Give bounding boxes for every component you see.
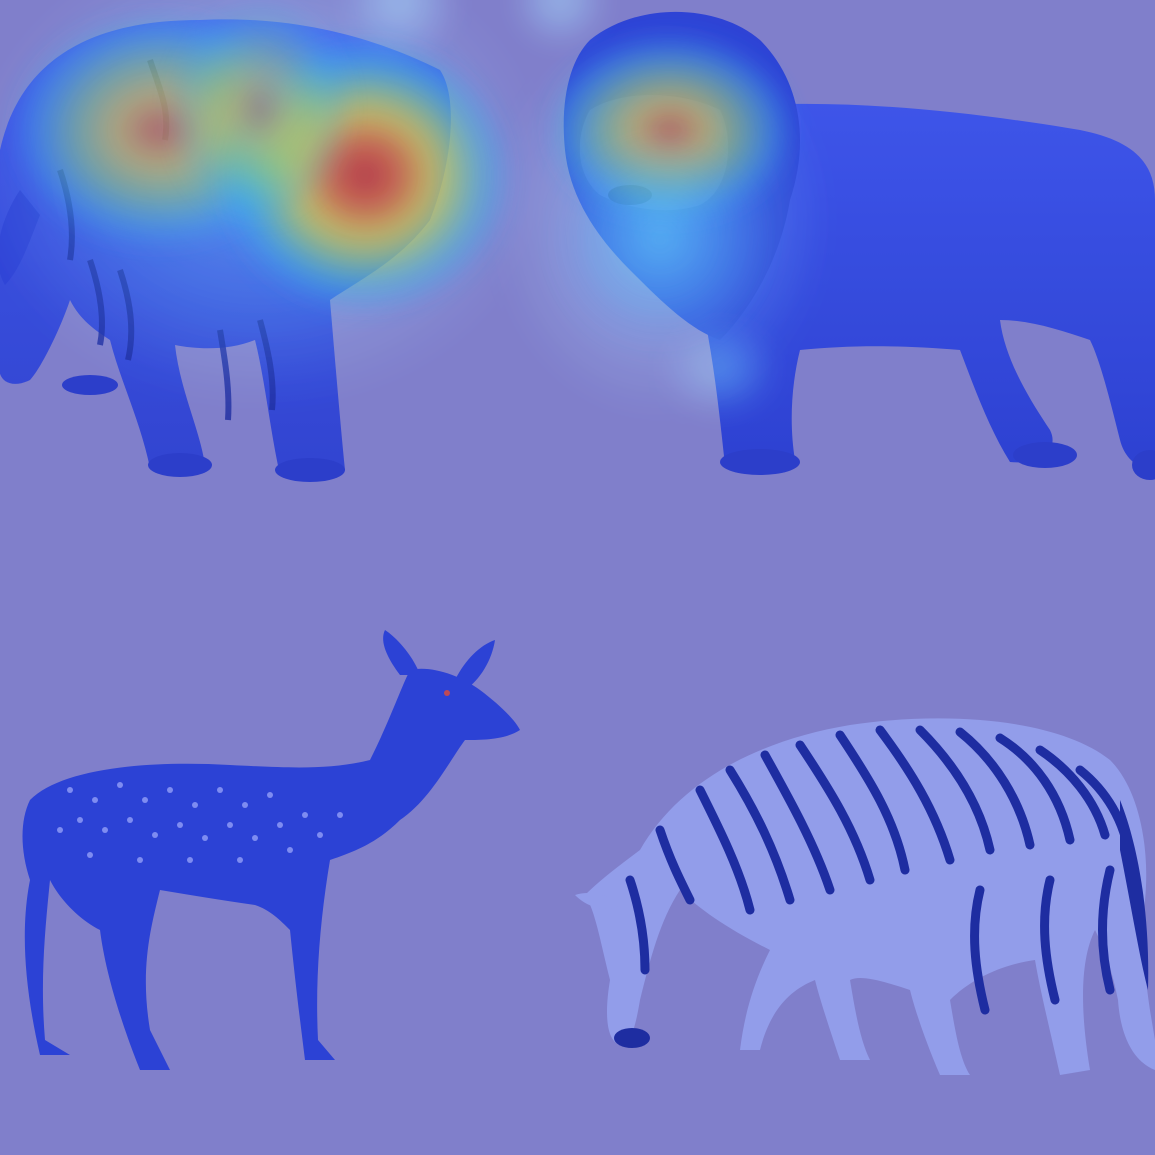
deer-spots [57, 782, 343, 863]
zebra [575, 718, 1155, 1075]
zebra-stripes [625, 725, 1135, 1015]
heatmap-hotspots [10, 0, 795, 350]
deer [22, 630, 520, 1070]
